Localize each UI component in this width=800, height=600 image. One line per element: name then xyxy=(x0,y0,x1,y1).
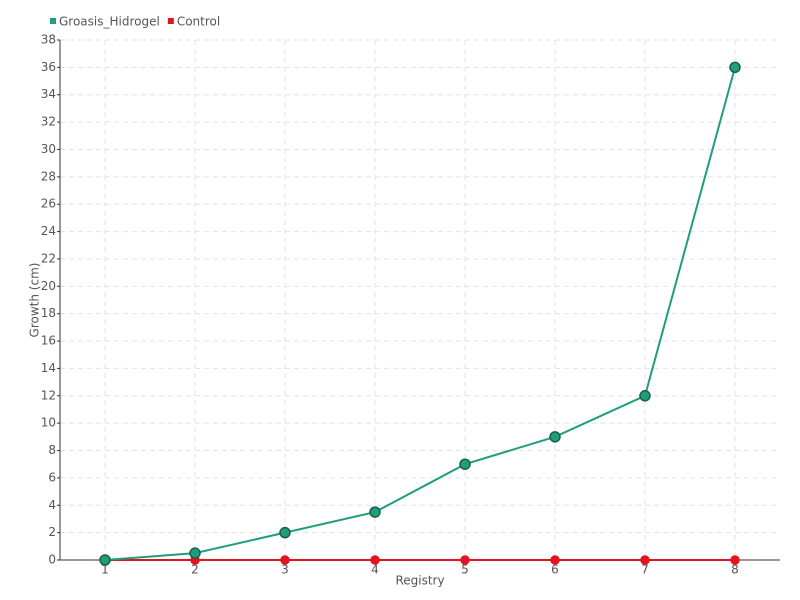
point xyxy=(189,547,201,559)
x-tick-label: 3 xyxy=(281,563,289,577)
point xyxy=(550,555,560,565)
y-tick-label: 14 xyxy=(41,361,56,375)
x-tick-label: 4 xyxy=(371,563,379,577)
point xyxy=(459,458,471,470)
x-tick-label: 1 xyxy=(101,563,109,577)
y-tick-label: 0 xyxy=(48,553,56,567)
point xyxy=(549,431,561,443)
y-tick-label: 2 xyxy=(48,525,56,539)
y-tick-label: 26 xyxy=(41,197,56,211)
point xyxy=(99,554,111,566)
y-tick-label: 20 xyxy=(41,279,56,293)
y-tick-label: 38 xyxy=(41,33,56,47)
y-axis-label: Growth (cm) xyxy=(28,263,42,338)
y-tick-label: 12 xyxy=(41,388,56,402)
y-tick-label: 36 xyxy=(41,60,56,74)
point xyxy=(370,555,380,565)
y-tick-label: 8 xyxy=(48,443,56,457)
point xyxy=(730,555,740,565)
y-tick-label: 18 xyxy=(41,306,56,320)
point xyxy=(369,506,381,518)
x-tick-label: 5 xyxy=(461,563,469,577)
y-tick-label: 34 xyxy=(41,87,56,101)
point xyxy=(460,555,470,565)
x-axis-label: Registry xyxy=(395,574,444,588)
point xyxy=(729,61,741,74)
y-tick-label: 22 xyxy=(41,251,56,265)
legend-label: Control xyxy=(177,15,220,29)
point xyxy=(280,555,290,565)
x-tick-label: 2 xyxy=(191,563,199,577)
x-tick-label: 7 xyxy=(641,563,649,577)
legend-swatch xyxy=(50,18,56,24)
legend-label: Groasis_Hidrogel xyxy=(59,15,160,29)
y-tick-label: 32 xyxy=(41,115,56,129)
x-tick-label: 8 xyxy=(731,563,739,577)
y-tick-label: 10 xyxy=(41,416,56,430)
point xyxy=(639,390,651,402)
point xyxy=(279,526,291,539)
x-tick-label: 6 xyxy=(551,563,559,577)
series-line xyxy=(104,67,736,561)
legend-swatch xyxy=(167,18,174,24)
y-tick-label: 16 xyxy=(41,334,56,348)
y-tick-label: 24 xyxy=(41,224,56,238)
point xyxy=(640,555,650,565)
y-tick-label: 28 xyxy=(41,169,56,183)
y-tick-label: 4 xyxy=(48,498,56,512)
y-tick-label: 30 xyxy=(41,142,56,156)
y-tick-label: 6 xyxy=(48,470,56,484)
